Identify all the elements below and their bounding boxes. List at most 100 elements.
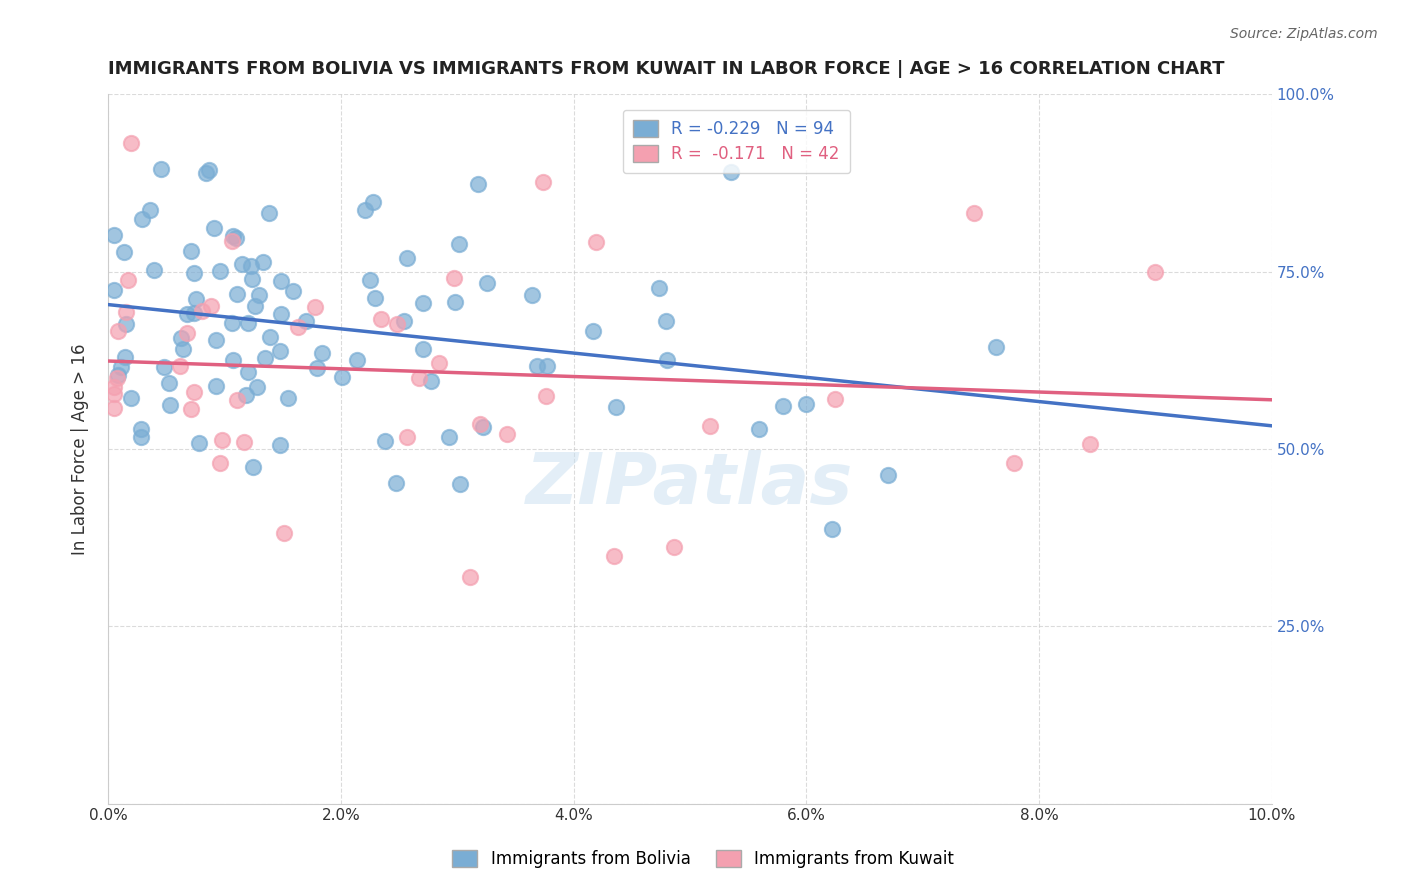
Immigrants from Bolivia	[172, 342, 194, 356]
Immigrants from Bolivia	[259, 206, 281, 220]
Immigrants from Bolivia	[281, 285, 304, 299]
Immigrants from Bolivia	[772, 399, 794, 413]
Immigrants from Bolivia	[259, 329, 281, 343]
Legend: Immigrants from Bolivia, Immigrants from Kuwait: Immigrants from Bolivia, Immigrants from…	[446, 843, 960, 875]
Immigrants from Kuwait	[226, 392, 249, 407]
Immigrants from Kuwait	[208, 456, 231, 470]
Immigrants from Kuwait	[103, 386, 125, 401]
Immigrants from Bolivia	[437, 430, 460, 444]
Immigrants from Bolivia	[107, 368, 129, 383]
Immigrants from Bolivia	[176, 307, 198, 321]
Immigrants from Bolivia	[129, 430, 152, 444]
Immigrants from Bolivia	[226, 287, 249, 301]
Immigrants from Bolivia	[536, 359, 558, 374]
Immigrants from Bolivia	[222, 353, 245, 368]
Immigrants from Bolivia	[582, 325, 605, 339]
Immigrants from Kuwait	[232, 434, 254, 449]
Immigrants from Bolivia	[269, 344, 291, 359]
Immigrants from Bolivia	[330, 370, 353, 384]
Immigrants from Bolivia	[449, 476, 471, 491]
Immigrants from Bolivia	[153, 360, 176, 375]
Immigrants from Bolivia	[354, 203, 377, 218]
Immigrants from Kuwait	[531, 175, 554, 189]
Immigrants from Bolivia	[236, 316, 259, 330]
Immigrants from Kuwait	[408, 371, 430, 385]
Immigrants from Bolivia	[240, 272, 263, 286]
Immigrants from Bolivia	[384, 475, 406, 490]
Immigrants from Bolivia	[205, 333, 228, 347]
Immigrants from Bolivia	[112, 245, 135, 260]
Immigrants from Bolivia	[129, 422, 152, 436]
Immigrants from Bolivia	[821, 522, 844, 536]
Immigrants from Bolivia	[110, 359, 132, 374]
Immigrants from Bolivia	[221, 317, 243, 331]
Text: IMMIGRANTS FROM BOLIVIA VS IMMIGRANTS FROM KUWAIT IN LABOR FORCE | AGE > 16 CORR: IMMIGRANTS FROM BOLIVIA VS IMMIGRANTS FR…	[108, 60, 1225, 78]
Immigrants from Bolivia	[115, 318, 138, 332]
Immigrants from Kuwait	[470, 417, 492, 431]
Immigrants from Bolivia	[225, 230, 247, 244]
Immigrants from Kuwait	[1078, 436, 1101, 450]
Immigrants from Kuwait	[103, 380, 125, 394]
Immigrants from Bolivia	[648, 281, 671, 295]
Text: Source: ZipAtlas.com: Source: ZipAtlas.com	[1230, 27, 1378, 41]
Immigrants from Bolivia	[222, 229, 245, 244]
Immigrants from Bolivia	[183, 306, 205, 320]
Immigrants from Bolivia	[238, 365, 260, 379]
Immigrants from Bolivia	[103, 283, 125, 297]
Immigrants from Bolivia	[396, 251, 419, 265]
Immigrants from Bolivia	[139, 203, 162, 218]
Immigrants from Kuwait	[191, 304, 214, 318]
Immigrants from Bolivia	[170, 331, 193, 345]
Immigrants from Kuwait	[304, 300, 326, 314]
Immigrants from Bolivia	[720, 164, 742, 178]
Immigrants from Bolivia	[305, 361, 328, 376]
Immigrants from Kuwait	[117, 273, 139, 287]
Immigrants from Kuwait	[1143, 265, 1166, 279]
Immigrants from Kuwait	[496, 426, 519, 441]
Immigrants from Kuwait	[169, 359, 191, 373]
Immigrants from Bolivia	[243, 299, 266, 313]
Immigrants from Bolivia	[180, 244, 202, 258]
Immigrants from Kuwait	[211, 433, 233, 447]
Immigrants from Bolivia	[247, 287, 270, 301]
Immigrants from Bolivia	[198, 163, 221, 178]
Immigrants from Bolivia	[311, 346, 333, 360]
Immigrants from Bolivia	[150, 161, 173, 176]
Immigrants from Kuwait	[176, 326, 198, 340]
Immigrants from Kuwait	[443, 271, 465, 285]
Immigrants from Bolivia	[208, 263, 231, 277]
Immigrants from Bolivia	[472, 420, 495, 434]
Legend: R = -0.229   N = 94, R =  -0.171   N = 42: R = -0.229 N = 94, R = -0.171 N = 42	[623, 110, 849, 173]
Immigrants from Kuwait	[603, 549, 626, 564]
Immigrants from Bolivia	[114, 350, 136, 364]
Immigrants from Kuwait	[963, 206, 986, 220]
Immigrants from Kuwait	[585, 235, 607, 249]
Immigrants from Bolivia	[103, 228, 125, 243]
Immigrants from Bolivia	[131, 212, 153, 227]
Immigrants from Bolivia	[143, 263, 166, 277]
Immigrants from Bolivia	[194, 166, 217, 180]
Immigrants from Kuwait	[395, 430, 418, 444]
Immigrants from Bolivia	[240, 259, 263, 273]
Immigrants from Kuwait	[107, 324, 129, 338]
Immigrants from Bolivia	[986, 340, 1008, 354]
Immigrants from Bolivia	[877, 468, 900, 483]
Immigrants from Bolivia	[269, 438, 291, 452]
Immigrants from Kuwait	[107, 371, 129, 385]
Immigrants from Kuwait	[429, 356, 451, 370]
Immigrants from Bolivia	[277, 392, 299, 406]
Immigrants from Bolivia	[364, 291, 387, 305]
Immigrants from Bolivia	[420, 374, 443, 388]
Immigrants from Bolivia	[655, 314, 678, 328]
Immigrants from Bolivia	[794, 397, 817, 411]
Immigrants from Bolivia	[526, 359, 548, 373]
Immigrants from Kuwait	[114, 305, 136, 319]
Immigrants from Bolivia	[374, 434, 396, 448]
Immigrants from Kuwait	[183, 384, 205, 399]
Immigrants from Bolivia	[605, 400, 627, 414]
Immigrants from Kuwait	[180, 401, 202, 416]
Immigrants from Bolivia	[270, 274, 292, 288]
Immigrants from Kuwait	[370, 311, 392, 326]
Immigrants from Bolivia	[159, 398, 181, 412]
Immigrants from Bolivia	[246, 380, 269, 394]
